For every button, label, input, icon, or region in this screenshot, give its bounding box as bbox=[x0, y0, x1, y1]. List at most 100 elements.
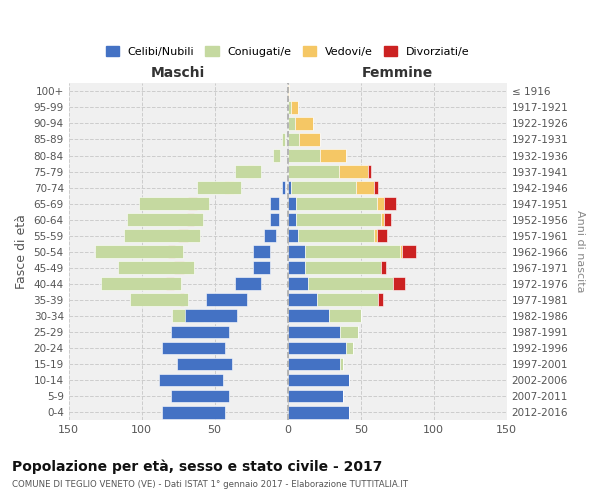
Bar bbox=[225, 181, 229, 194]
Bar bbox=[265, 230, 276, 242]
Bar bbox=[247, 165, 254, 178]
Bar bbox=[384, 214, 391, 226]
Bar bbox=[298, 230, 374, 242]
Bar bbox=[200, 326, 215, 338]
Bar bbox=[130, 294, 188, 306]
Bar bbox=[287, 246, 305, 258]
Bar bbox=[168, 246, 175, 258]
Text: COMUNE DI TEGLIO VENETO (VE) - Dati ISTAT 1° gennaio 2017 - Elaborazione TUTTITA: COMUNE DI TEGLIO VENETO (VE) - Dati ISTA… bbox=[12, 480, 408, 489]
Bar bbox=[226, 181, 233, 194]
Bar bbox=[287, 133, 299, 146]
Bar bbox=[127, 214, 203, 226]
Text: Femmine: Femmine bbox=[362, 66, 433, 80]
Bar bbox=[377, 197, 384, 210]
Bar bbox=[400, 246, 401, 258]
Bar bbox=[287, 181, 290, 194]
Bar bbox=[299, 133, 320, 146]
Bar bbox=[287, 278, 308, 290]
Bar bbox=[211, 342, 218, 354]
Bar bbox=[172, 310, 205, 322]
Bar bbox=[339, 165, 368, 178]
Bar bbox=[253, 246, 270, 258]
Bar bbox=[197, 230, 199, 242]
Bar bbox=[275, 149, 277, 162]
Bar bbox=[374, 230, 377, 242]
Bar bbox=[171, 390, 229, 402]
Bar bbox=[199, 310, 202, 322]
Bar bbox=[282, 181, 285, 194]
Bar bbox=[287, 374, 349, 386]
Bar bbox=[374, 181, 378, 194]
Bar bbox=[287, 358, 340, 370]
Bar bbox=[178, 230, 188, 242]
Bar bbox=[381, 262, 386, 274]
Bar bbox=[320, 149, 346, 162]
Bar bbox=[384, 197, 396, 210]
Bar bbox=[287, 406, 349, 418]
Bar bbox=[95, 246, 182, 258]
Bar bbox=[290, 101, 298, 114]
Bar bbox=[253, 262, 270, 274]
Bar bbox=[340, 326, 358, 338]
Bar bbox=[273, 149, 280, 162]
Bar bbox=[287, 390, 343, 402]
Bar bbox=[101, 278, 181, 290]
Bar bbox=[287, 342, 346, 354]
Bar bbox=[200, 214, 202, 226]
Bar bbox=[162, 406, 225, 418]
Bar bbox=[356, 181, 374, 194]
Bar bbox=[287, 294, 317, 306]
Bar bbox=[287, 262, 305, 274]
Bar bbox=[287, 149, 320, 162]
Legend: Celibi/Nubili, Coniugati/e, Vedovi/e, Divorziati/e: Celibi/Nubili, Coniugati/e, Vedovi/e, Di… bbox=[101, 42, 475, 62]
Bar bbox=[377, 230, 387, 242]
Bar bbox=[177, 358, 232, 370]
Bar bbox=[287, 326, 340, 338]
Bar bbox=[179, 294, 184, 306]
Bar bbox=[393, 278, 404, 290]
Bar bbox=[188, 197, 197, 210]
Bar bbox=[166, 278, 174, 290]
Bar bbox=[187, 214, 194, 226]
Bar bbox=[287, 230, 298, 242]
Bar bbox=[139, 197, 209, 210]
Bar bbox=[287, 165, 339, 178]
Y-axis label: Anni di nascita: Anni di nascita bbox=[575, 210, 585, 293]
Bar bbox=[235, 278, 262, 290]
Bar bbox=[235, 165, 262, 178]
Bar bbox=[206, 294, 247, 306]
Bar bbox=[226, 358, 229, 370]
Bar bbox=[185, 310, 236, 322]
Bar bbox=[287, 101, 290, 114]
Bar bbox=[401, 246, 416, 258]
Bar bbox=[171, 326, 229, 338]
Bar bbox=[287, 85, 289, 98]
Bar bbox=[287, 117, 295, 130]
Bar bbox=[308, 278, 393, 290]
Bar bbox=[378, 294, 383, 306]
Bar bbox=[162, 342, 225, 354]
Bar bbox=[270, 197, 279, 210]
Bar bbox=[305, 262, 381, 274]
Bar bbox=[381, 214, 384, 226]
Bar bbox=[270, 214, 279, 226]
Bar bbox=[118, 262, 194, 274]
Y-axis label: Fasce di età: Fasce di età bbox=[15, 214, 28, 289]
Bar bbox=[317, 294, 378, 306]
Bar bbox=[295, 117, 313, 130]
Bar bbox=[340, 358, 343, 370]
Bar bbox=[287, 197, 296, 210]
Bar bbox=[174, 262, 184, 274]
Text: Popolazione per età, sesso e stato civile - 2017: Popolazione per età, sesso e stato civil… bbox=[12, 460, 382, 474]
Bar bbox=[287, 214, 296, 226]
Bar bbox=[329, 310, 361, 322]
Text: Maschi: Maschi bbox=[151, 66, 205, 80]
Bar bbox=[296, 197, 377, 210]
Bar bbox=[290, 181, 356, 194]
Bar bbox=[346, 342, 353, 354]
Bar bbox=[296, 214, 381, 226]
Bar bbox=[124, 230, 200, 242]
Bar bbox=[368, 165, 371, 178]
Bar bbox=[305, 246, 400, 258]
Bar bbox=[159, 374, 223, 386]
